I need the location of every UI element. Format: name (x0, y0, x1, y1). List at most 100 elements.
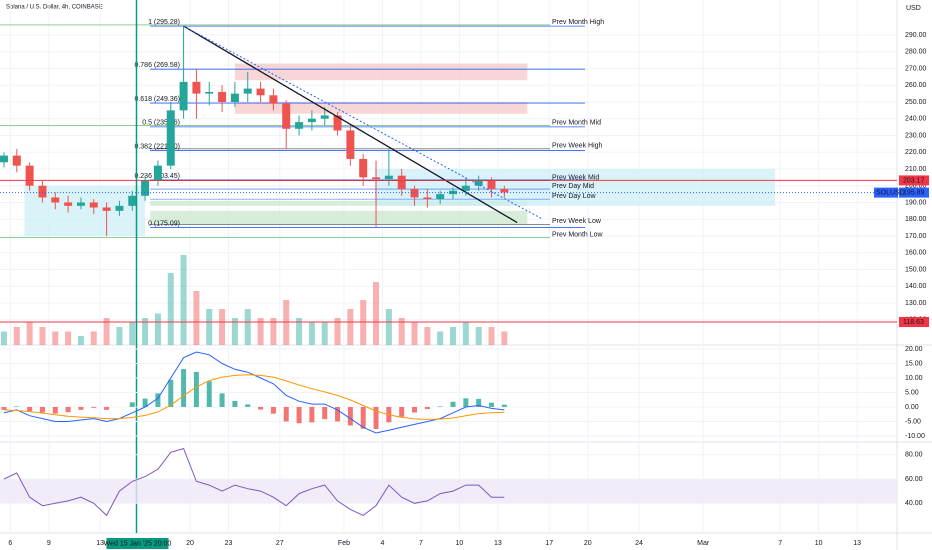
level-label: Prev Month High (552, 19, 604, 26)
macd-histogram-bar (245, 404, 251, 407)
volume-bar (219, 309, 226, 345)
candle-body (320, 115, 329, 119)
x-tick-label: Feb (338, 540, 350, 547)
rsi-band (0, 479, 897, 504)
x-tick-label: 24 (635, 540, 643, 547)
macd-histogram-bar (463, 398, 469, 407)
x-tick-label: 7 (778, 540, 782, 547)
price-badge (899, 175, 929, 186)
candle-body (89, 202, 98, 208)
level-label: Prev Month Mid (552, 119, 601, 126)
volume-bar (167, 273, 174, 345)
x-tick-label: 20 (186, 540, 194, 547)
volume-bar (257, 318, 264, 345)
chart-title: Solana / U.S. Dollar, 4h, COINBASE (6, 5, 103, 11)
candle-body (153, 165, 162, 181)
candle-body (307, 118, 316, 123)
candle-body (346, 130, 355, 159)
volume-bar (501, 331, 508, 345)
candle-body (38, 185, 47, 198)
candle-body (282, 103, 291, 129)
macd-histogram-bar (104, 406, 110, 410)
volume-bar (103, 318, 110, 345)
fib-label: 0.618 (249.36) (134, 96, 180, 103)
candle-body (384, 175, 393, 180)
y-tick-label: 180.00 (905, 216, 927, 223)
volume-bar (52, 331, 59, 345)
y-tick-label: 15.00 (905, 360, 923, 367)
volume-bar (231, 318, 238, 345)
x-tick-label: 23 (225, 540, 233, 547)
candle-body (166, 110, 175, 166)
level-label: Prev Day Low (552, 193, 597, 200)
candle-body (410, 189, 419, 198)
candle-body (102, 207, 111, 211)
candle-body (295, 122, 304, 129)
volume-bar (462, 322, 469, 345)
candle-body (372, 177, 381, 180)
y-tick-label: 0.00 (905, 404, 919, 411)
macd-histogram-bar (399, 406, 405, 417)
level-label: Prev Week High (552, 143, 603, 150)
macd-histogram-bar (450, 401, 456, 407)
candle-body (461, 185, 470, 191)
zone (374, 168, 776, 206)
volume-bar (373, 282, 380, 345)
candle-body (141, 180, 150, 196)
volume-bar (308, 322, 315, 345)
price-badge (899, 317, 929, 328)
y-tick-label: 220.00 (905, 149, 927, 156)
macd-histogram-bar (322, 406, 328, 420)
candle-body (205, 91, 214, 94)
macd-histogram-bar (91, 406, 97, 408)
volume-bar (39, 327, 46, 345)
volume-bar (116, 327, 123, 345)
signal-line (3, 374, 505, 420)
candle-body (436, 194, 445, 200)
x-tick-label: Mar (697, 540, 710, 547)
macd-histogram-bar (65, 406, 71, 413)
y-tick-label: 250.00 (905, 99, 927, 106)
volume-bar (270, 318, 277, 345)
volume-bar (347, 309, 354, 345)
candle-body (333, 115, 342, 131)
macd-histogram-bar (489, 402, 495, 407)
fib-label: 1 (295.28) (148, 19, 180, 26)
macd-histogram-bar (347, 406, 353, 426)
level-label: Prev Month Low (552, 231, 604, 238)
symbol-badge-label: SOLUSD (876, 189, 905, 196)
zone (150, 200, 528, 206)
candle-body (487, 180, 496, 190)
y-tick-label: 200.00 (905, 183, 927, 190)
level-label: Prev Day Mid (552, 183, 594, 190)
macd-histogram-bar (232, 400, 238, 407)
fib-label: 0.5 (235.16) (142, 120, 180, 127)
volume-bar (77, 336, 84, 345)
macd-histogram-bar (283, 406, 289, 422)
y-tick-label: 160.00 (905, 250, 927, 257)
x-tick-label: 10 (456, 540, 464, 547)
macd-histogram-bar (270, 406, 276, 414)
macd-histogram-bar (39, 406, 45, 413)
candle-body (51, 197, 60, 203)
candle-body (0, 155, 8, 163)
candle-body (397, 175, 406, 190)
volume-bar (26, 322, 33, 345)
volume-bar (244, 309, 251, 345)
crosshair-badge (106, 538, 169, 549)
macd-histogram-bar (27, 406, 33, 412)
crosshair-label: Wed 15 Jan '25 20:00 (104, 540, 172, 547)
x-tick-label: 13 (494, 540, 502, 547)
price-badge-label: 203.17 (903, 177, 925, 184)
candle-body (474, 180, 483, 186)
volume-bar (129, 322, 136, 345)
macd-histogram-bar (296, 406, 302, 424)
volume-bar (296, 318, 303, 345)
volume-bar (334, 318, 341, 345)
candle-body (128, 195, 137, 206)
macd-histogram-bar (129, 402, 135, 407)
y-tick-label: 5.00 (905, 389, 919, 396)
candle-body (76, 202, 85, 206)
macd-histogram-bar (181, 369, 187, 407)
